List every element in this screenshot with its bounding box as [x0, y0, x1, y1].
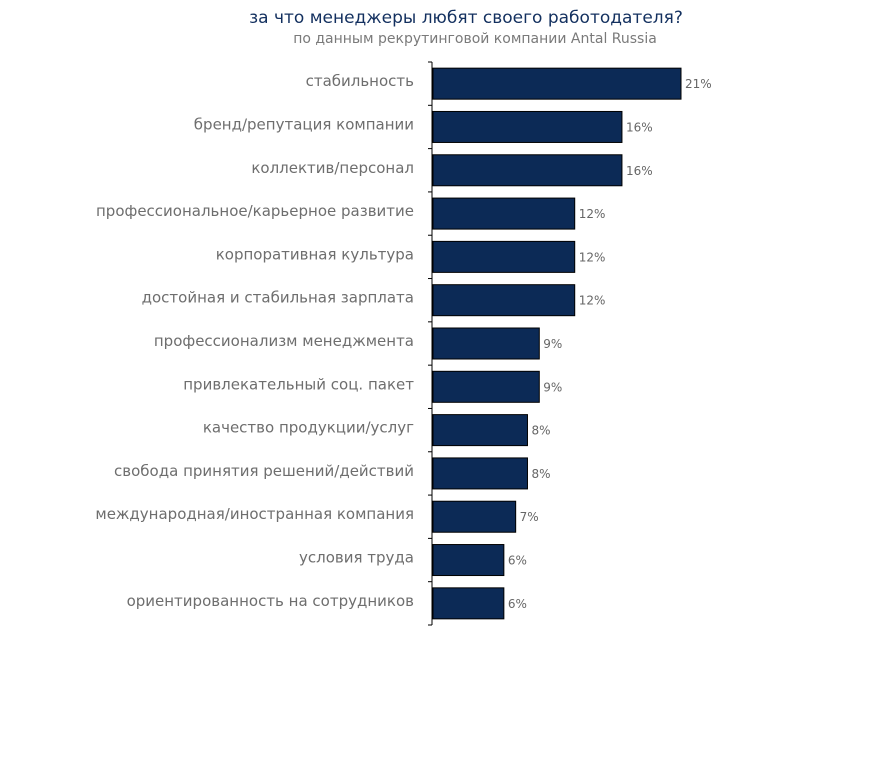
bar: [432, 370, 540, 403]
bar: [432, 154, 623, 187]
category-label: бренд/репутация компании: [194, 115, 414, 133]
value-label: 7%: [520, 510, 539, 524]
value-label: 8%: [531, 467, 550, 481]
value-label: 12%: [579, 294, 606, 308]
category-label: условия труда: [299, 549, 414, 567]
bar: [432, 457, 528, 490]
category-label: ориентированность на сотрудников: [127, 592, 414, 610]
chart-subtitle: по данным рекрутинговой компании Antal R…: [293, 31, 657, 47]
value-label: 6%: [508, 554, 527, 568]
value-label: 16%: [626, 120, 653, 134]
bar: [432, 500, 517, 533]
category-label: коллектив/персонал: [251, 159, 414, 177]
bar: [432, 197, 576, 230]
bar: [432, 327, 540, 360]
category-label: достойная и стабильная зарплата: [142, 289, 414, 307]
category-label: профессионализм менеджмента: [154, 332, 414, 350]
bar: [432, 67, 682, 100]
category-label: стабильность: [306, 72, 414, 90]
category-label: корпоративная культура: [216, 245, 414, 263]
labels-layer: стабильность 21% бренд/репутация компании 1…: [95, 72, 711, 611]
bar: [432, 414, 528, 447]
value-label: 12%: [579, 250, 606, 264]
category-label: качество продукции/услуг: [203, 419, 414, 437]
bar: [432, 587, 505, 620]
value-label: 9%: [543, 380, 562, 394]
value-label: 6%: [508, 597, 527, 611]
value-label: 16%: [626, 164, 653, 178]
bar: [432, 110, 623, 143]
value-label: 8%: [531, 424, 550, 438]
bars-layer: [432, 67, 682, 620]
bar: [432, 240, 576, 273]
chart-title: за что менеджеры любят своего работодате…: [249, 8, 683, 28]
value-label: 9%: [543, 337, 562, 351]
value-label: 12%: [579, 207, 606, 221]
category-label: свобода принятия решений/действий: [114, 462, 414, 480]
category-label: профессиональное/карьерное развитие: [96, 202, 414, 220]
bar: [432, 284, 576, 317]
value-label: 21%: [685, 77, 712, 91]
bar: [432, 544, 505, 577]
category-label: привлекательный соц. пакет: [183, 375, 414, 393]
category-label: международная/иностранная компания: [95, 505, 414, 523]
axis-layer: [428, 61, 433, 626]
